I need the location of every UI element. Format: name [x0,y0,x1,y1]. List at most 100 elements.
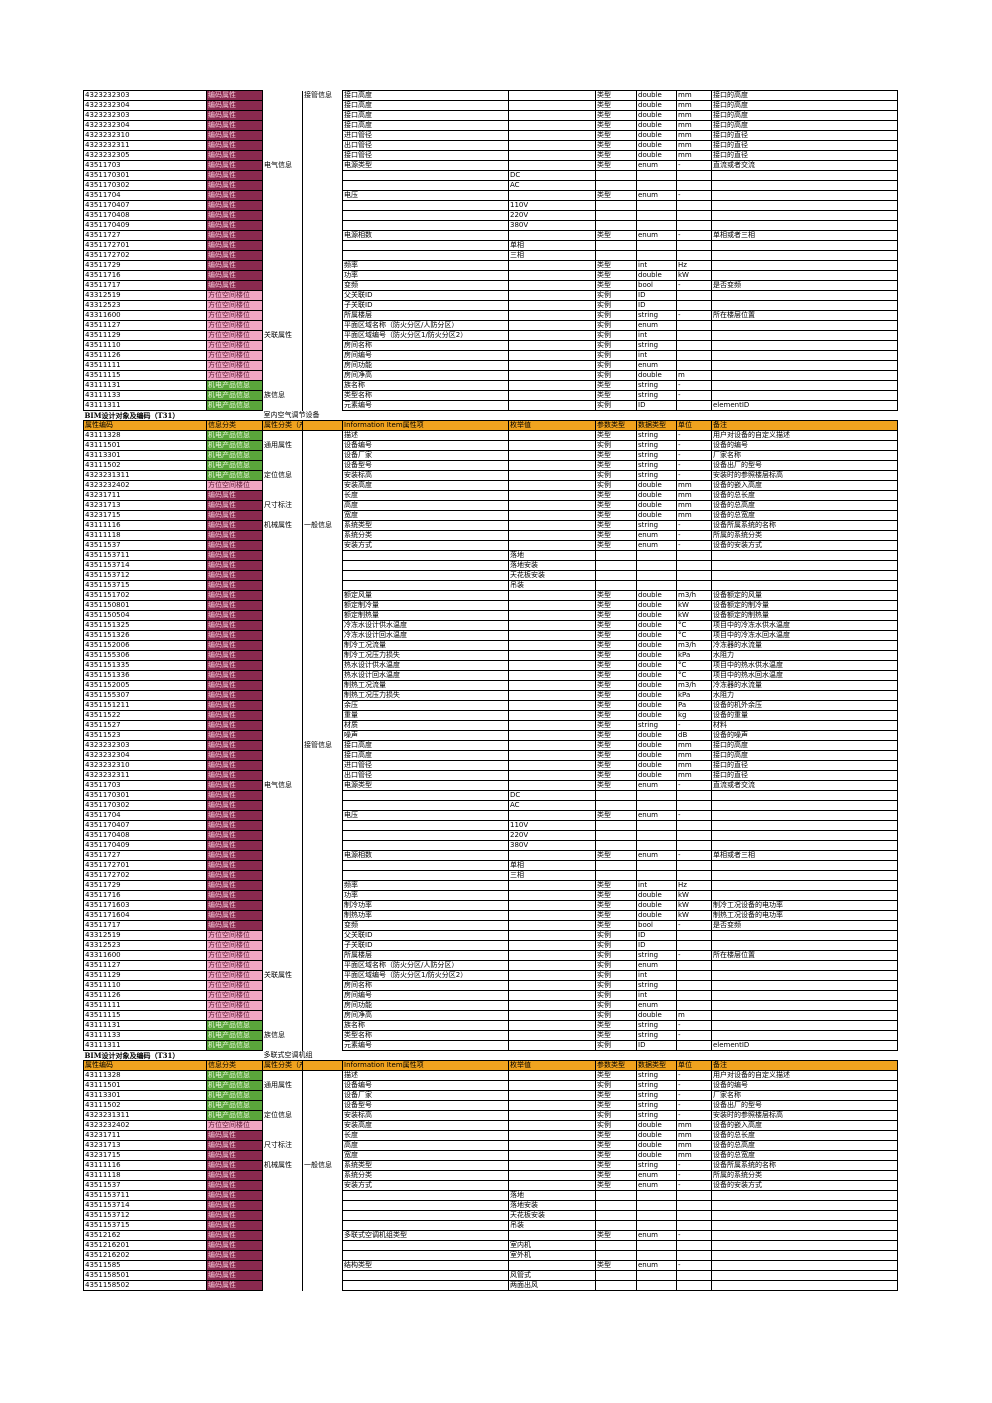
cell-parameter-type: 类型 [595,130,637,141]
cell-unit [676,940,712,951]
cell-unit: - [676,520,712,531]
cell-sub-class [302,710,343,721]
cell-remark: 所在楼层位置 [711,310,898,321]
cell-parameter-type: 类型 [595,620,637,631]
cell-info-category: 方位空间楼位 [206,320,263,331]
cell-enum-value: 220V [508,210,596,221]
cell-information-item: 变频 [342,280,509,291]
cell-info-category: 编码属性 [206,730,263,741]
cell-sub-class [302,800,343,811]
cell-remark: 厂家名称 [711,450,898,461]
cell-data-type: ID [636,1040,677,1051]
cell-attribute-class [262,1100,303,1111]
cell-unit [676,170,712,181]
cell-sub-class [302,1040,343,1051]
cell-sub-class [302,700,343,711]
section-title: BIM设计对象及编码（T31） [84,411,180,420]
cell-parameter-type: 类型 [595,810,637,821]
cell-information-item: 制冷工况压力损失 [342,650,509,661]
cell-parameter-type: 类型 [595,1070,637,1081]
cell-parameter-type: 实例 [595,330,637,341]
cell-parameter-type: 类型 [595,630,637,641]
cell-attribute-code: 43511129 [83,970,207,981]
cell-information-item: 额定制热量 [342,610,509,621]
cell-data-type [636,1210,677,1221]
cell-information-item: 接口高度 [342,120,509,131]
header-data-type: 数据类型 [636,420,677,431]
cell-unit: mm [676,150,712,161]
cell-information-item: 热水设计供水温度 [342,660,509,671]
cell-unit [676,1220,712,1231]
cell-attribute-code: 43511717 [83,280,207,291]
cell-parameter-type: 实例 [595,970,637,981]
cell-information-item: 多联式空调机组类型 [342,1230,509,1241]
cell-parameter-type: 实例 [595,940,637,951]
cell-parameter-type: 类型 [595,1180,637,1191]
cell-enum-value [508,290,596,301]
cell-parameter-type [595,1240,637,1251]
cell-enum-value [508,510,596,521]
cell-information-item [342,1270,509,1281]
cell-unit: - [676,1230,712,1241]
cell-remark [711,200,898,211]
cell-unit: m [676,1010,712,1021]
cell-info-category: 编码属性 [206,1140,263,1151]
cell-info-category: 编码属性 [206,190,263,201]
cell-info-category: 机电产品信息 [206,1090,263,1101]
cell-parameter-type: 类型 [595,670,637,681]
cell-sub-class [302,1170,343,1181]
table-row: 43311600 方位空间楼位 所属楼层 实例 string - 所在楼层位置 [83,310,898,321]
cell-data-type: double [636,480,677,491]
cell-info-category: 编码属性 [206,720,263,731]
cell-attribute-class [262,1240,303,1251]
cell-info-category: 编码属性 [206,690,263,701]
cell-attribute-code: 43111131 [83,1020,207,1031]
cell-info-category: 编码属性 [206,240,263,251]
cell-data-type [636,550,677,561]
cell-sub-class [302,400,343,411]
cell-attribute-code: 4351153712 [83,570,207,581]
table-row: 43511115 方位空间楼位 房间净高 实例 double m [83,1010,898,1021]
cell-enum-value [508,1120,596,1131]
cell-unit: m3/h [676,680,712,691]
cell-attribute-class [262,800,303,811]
cell-attribute-class [262,610,303,621]
cell-info-category: 编码属性 [206,820,263,831]
table-row: 43111311 机电产品信息 元素编号 实例 ID elementID [83,400,898,411]
cell-sub-class [302,190,343,201]
cell-information-item: 平面区域编号（防火分区1/防火分区2） [342,330,509,341]
cell-info-category: 编码属性 [206,120,263,131]
table-row: 43111118 编码属性 系统分类 类型 enum - 所属的系统分类 [83,530,898,541]
cell-enum-value: DC [508,170,596,181]
cell-sub-class [302,290,343,301]
cell-enum-value [508,460,596,471]
cell-attribute-code: 4323232303 [83,740,207,751]
cell-data-type: string [636,440,677,451]
cell-data-type: ID [636,400,677,411]
cell-info-category: 方位空间楼位 [206,930,263,941]
cell-attribute-code: 43511727 [83,230,207,241]
cell-unit: - [676,450,712,461]
cell-info-category: 编码属性 [206,630,263,641]
cell-information-item: 余压 [342,700,509,711]
cell-data-type: enum [636,1000,677,1011]
cell-unit: mm [676,1140,712,1151]
cell-information-item: 类型名称 [342,390,509,401]
cell-info-category: 方位空间楼位 [206,940,263,951]
cell-enum-value: 天花板安装 [508,570,596,581]
cell-remark [711,960,898,971]
cell-enum-value [508,150,596,161]
cell-sub-class [302,200,343,211]
cell-info-category: 编码属性 [206,840,263,851]
cell-info-category: 编码属性 [206,260,263,271]
cell-unit [676,560,712,571]
cell-remark: 安装时的参照楼层标高 [711,470,898,481]
cell-information-item: 设备厂家 [342,450,509,461]
cell-info-category: 编码属性 [206,1230,263,1241]
cell-info-category: 编码属性 [206,100,263,111]
header-parameter-type: 参数类型 [595,1060,637,1071]
cell-unit [676,970,712,981]
cell-attribute-class [262,740,303,751]
cell-data-type: double [636,630,677,641]
cell-data-type: int [636,260,677,271]
